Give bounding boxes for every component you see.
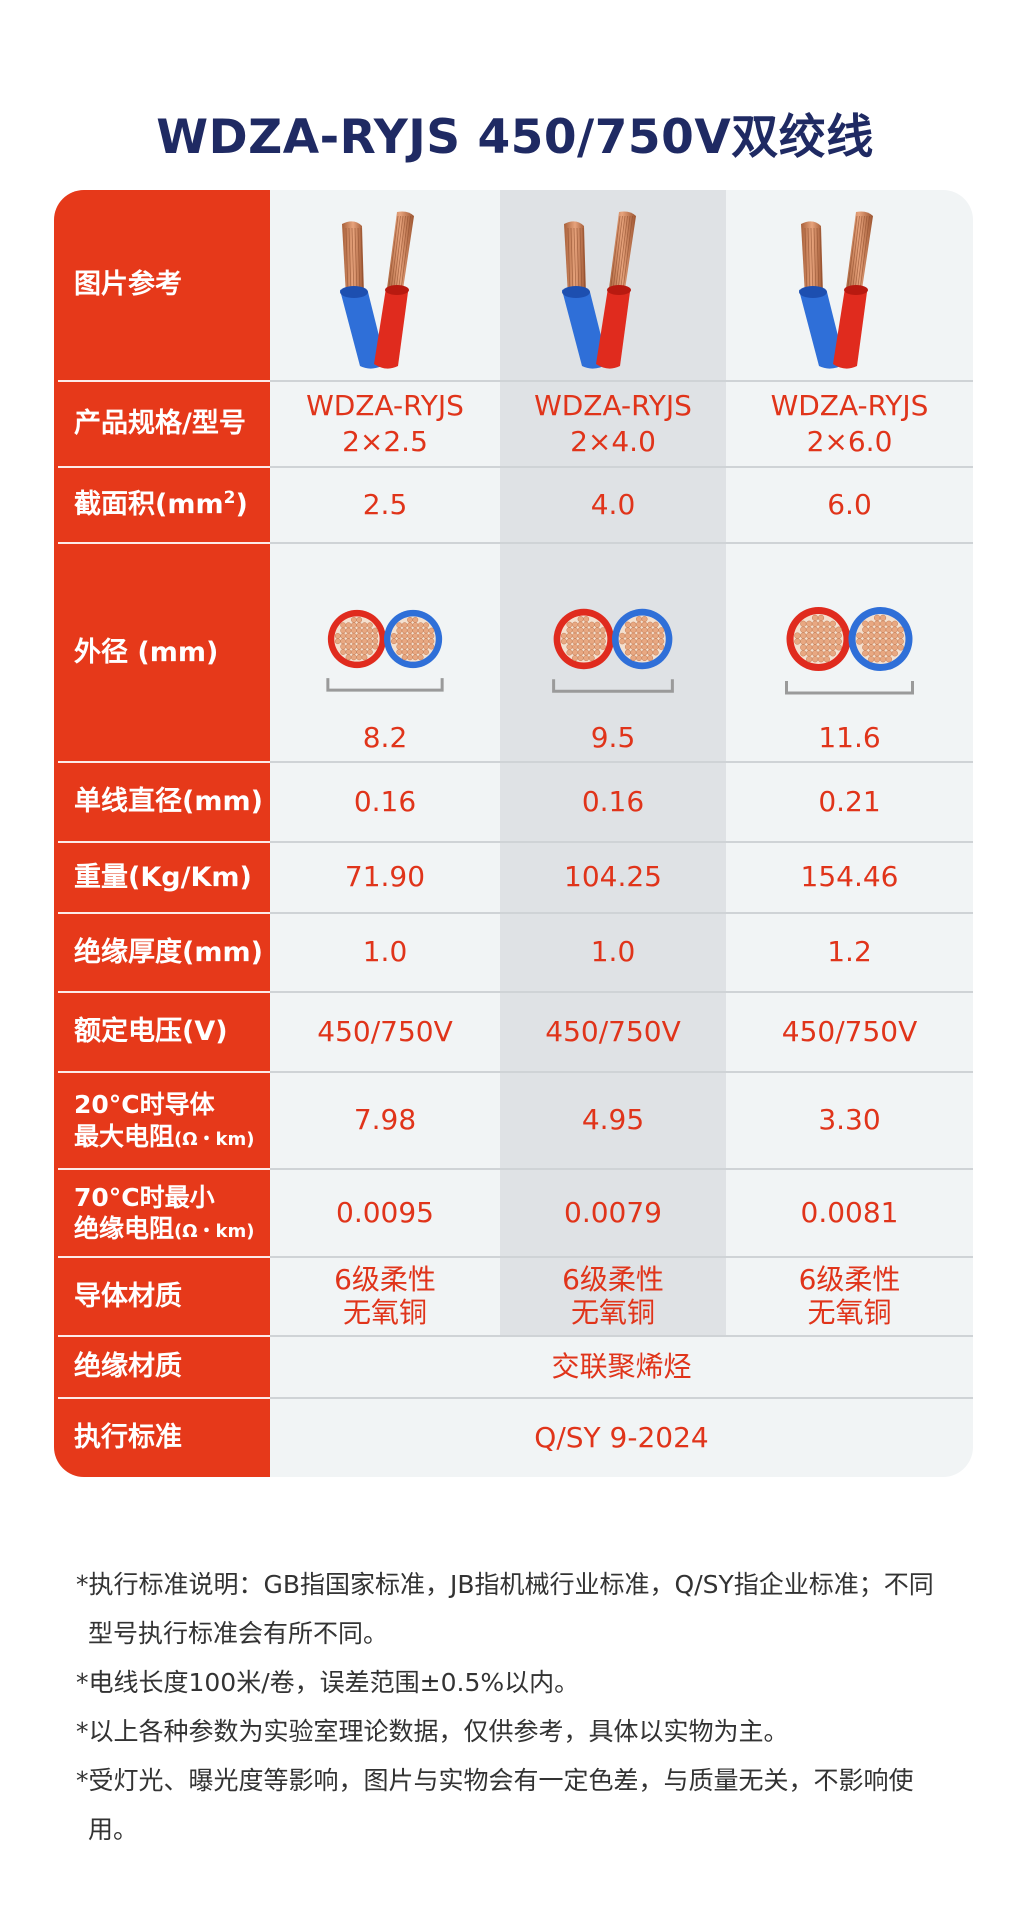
row-label-insulation-material: 绝缘材质	[74, 1351, 182, 1383]
row-divider	[270, 1335, 973, 1337]
outer-diameter-value: 11.6	[818, 720, 881, 754]
outer-diameter-value: 8.2	[362, 720, 408, 754]
wire-diameter-cell: 0.16	[581, 784, 645, 818]
row-label-resistance-20c: 20°C时导体 最大电阻(Ω・km)	[74, 1090, 255, 1151]
spec-table: 图片参考 产品规格/型号 截面积(mm2) 外径 (mm) 单线直径(mm) 重…	[54, 190, 973, 1477]
footnote: *电线长度100米/卷，误差范围±0.5%以内。	[76, 1668, 580, 1697]
blue-core-cross-section	[612, 608, 673, 670]
resistance-20c-cell: 3.30	[818, 1103, 881, 1137]
outer-diameter-value: 9.5	[590, 720, 636, 754]
row-divider	[58, 380, 270, 382]
row-divider	[270, 991, 973, 993]
voltage-cell: 450/750V	[781, 1014, 918, 1048]
conductor-cell: 6级柔性 无氧铜	[562, 1263, 664, 1329]
red-core-cross-section	[327, 609, 386, 669]
row-label-voltage: 额定电压(V)	[74, 1016, 228, 1048]
dimension-bracket	[552, 679, 674, 693]
blue-insulation	[562, 287, 608, 369]
page-title: WDZA-RYJS 450/750V双绞线	[156, 110, 874, 165]
row-label-insulation-thickness: 绝缘厚度(mm)	[74, 936, 263, 968]
weight-cell: 154.46	[800, 860, 899, 894]
row-label-image: 图片参考	[74, 269, 182, 301]
area-cell: 2.5	[362, 487, 408, 521]
red-core-cross-section	[553, 608, 614, 670]
row-divider	[270, 1071, 973, 1073]
red-insulation	[833, 286, 867, 369]
row-label-spec: 产品规格/型号	[74, 408, 246, 440]
row-divider	[270, 1256, 973, 1258]
row-divider	[58, 1168, 270, 1170]
spec-cell: WDZA-RYJS 2×2.5	[306, 388, 464, 458]
row-divider	[58, 542, 270, 544]
spec-cell: WDZA-RYJS 2×4.0	[534, 388, 692, 458]
conductor-cell: 6级柔性 无氧铜	[334, 1263, 436, 1329]
row-label-area: 截面积(mm2)	[74, 488, 248, 521]
cable-photo	[799, 211, 873, 369]
insulation-resistance-70c-cell: 0.0095	[336, 1195, 434, 1229]
row-divider	[58, 841, 270, 843]
insulation-resistance-70c-cell: 0.0081	[800, 1195, 899, 1229]
blue-insulation	[340, 287, 386, 369]
footnotes: *执行标准说明：GB指国家标准，JB指机械行业标准，Q/SY指企业标准；不同型号…	[76, 1560, 956, 1854]
row-divider	[58, 1071, 270, 1073]
cable-photo	[562, 211, 636, 369]
row-divider	[58, 1335, 270, 1337]
insulation-thickness-cell: 1.0	[362, 935, 408, 969]
row-label-insulation-resistance-70c: 70°C时最小 绝缘电阻(Ω・km)	[74, 1182, 255, 1243]
row-divider	[58, 912, 270, 914]
blue-core-cross-section	[384, 609, 443, 669]
insulation-thickness-cell: 1.0	[590, 935, 636, 969]
row-divider	[270, 841, 973, 843]
label-column	[54, 190, 270, 1477]
weight-cell: 104.25	[564, 860, 662, 894]
row-divider	[270, 466, 973, 468]
row-label-outer-diameter: 外径 (mm)	[74, 636, 219, 668]
cross-section-diagram	[552, 608, 674, 693]
row-divider	[58, 761, 270, 763]
footnote: *受灯光、曝光度等影响，图片与实物会有一定色差，与质量无关，不影响使用。	[76, 1766, 914, 1844]
conductor-cell: 6级柔性 无氧铜	[798, 1263, 901, 1329]
row-label-standard: 执行标准	[74, 1422, 182, 1454]
area-cell: 4.0	[590, 487, 636, 521]
row-divider	[58, 991, 270, 993]
footnote: *执行标准说明：GB指国家标准，JB指机械行业标准，Q/SY指企业标准；不同型号…	[76, 1570, 934, 1648]
row-divider	[270, 542, 973, 544]
insulation-thickness-cell: 1.2	[827, 935, 872, 969]
row-divider	[58, 1256, 270, 1258]
cross-section-diagram	[326, 609, 444, 692]
row-divider	[270, 1168, 973, 1170]
wire-diameter-cell: 0.21	[818, 784, 881, 818]
voltage-cell: 450/750V	[545, 1014, 681, 1048]
row-divider	[270, 912, 973, 914]
insulation-resistance-70c-cell: 0.0079	[564, 1195, 662, 1229]
area-cell: 6.0	[827, 487, 872, 521]
row-divider	[58, 1397, 270, 1399]
red-core-cross-section	[786, 607, 851, 671]
row-divider	[270, 1397, 973, 1399]
row-label-conductor: 导体材质	[74, 1280, 182, 1312]
dimension-bracket	[326, 678, 444, 692]
blue-insulation	[799, 287, 845, 369]
row-label-weight: 重量(Kg/Km)	[74, 861, 252, 893]
dimension-bracket	[785, 681, 914, 695]
blue-core-cross-section	[848, 607, 913, 671]
weight-cell: 71.90	[344, 860, 426, 894]
row-divider	[270, 380, 973, 382]
row-divider	[270, 761, 973, 763]
red-insulation	[596, 286, 630, 369]
resistance-20c-cell: 7.98	[353, 1103, 417, 1137]
insulation-material-cell: 交联聚烯烃	[551, 1349, 692, 1383]
row-divider	[58, 466, 270, 468]
wire-diameter-cell: 0.16	[353, 784, 417, 818]
cross-section-diagram	[785, 607, 914, 695]
voltage-cell: 450/750V	[317, 1014, 453, 1048]
row-label-wire-diameter: 单线直径(mm)	[74, 786, 263, 818]
standard-cell: Q/SY 9-2024	[534, 1420, 709, 1454]
resistance-20c-cell: 4.95	[581, 1103, 645, 1137]
footnote: *以上各种参数为实验室理论数据，仅供参考，具体以实物为主。	[76, 1717, 789, 1746]
spec-cell: WDZA-RYJS 2×6.0	[770, 388, 929, 458]
red-insulation	[374, 286, 408, 369]
cable-photo	[340, 211, 414, 369]
